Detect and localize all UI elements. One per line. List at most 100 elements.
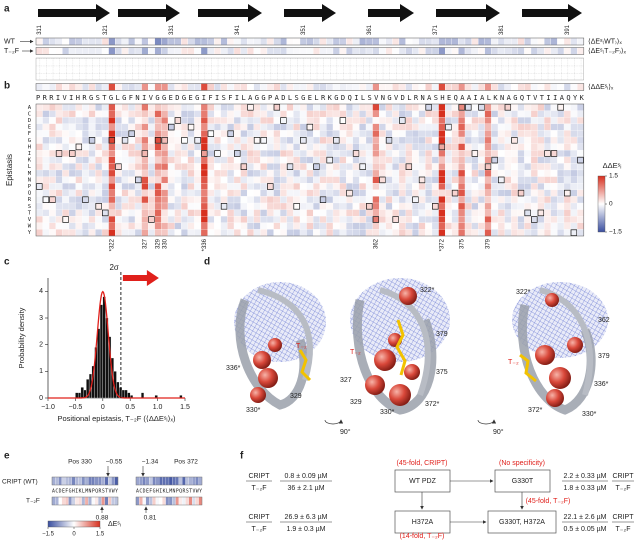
heatmap-cell	[115, 143, 122, 151]
heatmap-cell	[167, 169, 175, 177]
heatmap-cell	[266, 110, 274, 118]
heatmap-cell	[550, 143, 558, 151]
heatmap-cell	[306, 209, 314, 217]
heatmap-cell	[451, 123, 459, 131]
amino-acid-label: R	[28, 197, 32, 203]
strip-cell	[200, 47, 208, 55]
heatmap-cell	[478, 169, 485, 177]
heatmap-cell	[359, 110, 367, 118]
heatmap-cell	[445, 189, 452, 197]
strip-cell	[61, 496, 66, 506]
heatmap-cell	[62, 136, 70, 144]
heatmap-cell	[398, 176, 406, 184]
heatmap-cell	[524, 183, 532, 190]
heatmap-cell	[372, 156, 380, 164]
heatmap-cell	[544, 183, 551, 190]
heatmap-cell	[398, 143, 406, 151]
heatmap-cell	[35, 136, 43, 144]
heatmap-cell	[313, 169, 320, 177]
strip-frame	[135, 496, 203, 506]
heatmap-cell	[365, 136, 373, 144]
heatmap-cell	[161, 216, 169, 223]
heatmap-cell	[570, 176, 578, 184]
sequence: PRRIVIHRGSTGLGFNIVGGEDGEGIFISFILAGGPADLS…	[36, 94, 585, 102]
heatmap-cell	[544, 189, 551, 197]
heatmap-cell	[82, 229, 89, 237]
heatmap-cell	[537, 123, 545, 131]
strip-cell	[198, 476, 203, 486]
heatmap-cell	[128, 209, 136, 217]
heatmap-cell	[511, 163, 518, 171]
heatmap-cell	[484, 150, 492, 157]
heatmap-cell	[42, 169, 50, 177]
heatmap-cell	[458, 150, 466, 157]
wild-type-box	[498, 176, 505, 184]
heatmap-cell	[385, 130, 393, 138]
strip-cell	[42, 37, 50, 46]
heatmap-cell	[471, 103, 479, 111]
heatmap-cell	[524, 229, 532, 237]
heatmap-cell	[266, 123, 274, 131]
heatmap-cell	[405, 143, 413, 151]
heatmap-cell	[286, 123, 294, 131]
heatmap-cell	[497, 229, 505, 237]
heatmap-cell	[398, 216, 406, 223]
heatmap-cell	[200, 150, 208, 157]
strip-cell	[188, 496, 193, 506]
heatmap-cell	[161, 189, 169, 197]
heatmap-cell	[497, 196, 505, 204]
heatmap-cell	[398, 209, 406, 217]
heatmap-cell	[174, 110, 182, 118]
heatmap-cell	[95, 103, 103, 111]
binding-labels: CRIPT T₋₂F CRIPT T₋₂F CRIPT T₋₂F CRIPT T…	[249, 460, 635, 540]
strip-cell	[550, 83, 558, 91]
heatmap-cell	[379, 216, 386, 223]
wild-type-box	[425, 104, 432, 111]
heatmap-cell	[306, 150, 314, 157]
strip-cell	[161, 37, 169, 46]
heatmap-cell	[141, 216, 149, 223]
colorbar-title: ΔEˢᵢ	[108, 521, 121, 528]
heatmap-cell	[563, 209, 571, 217]
heatmap-cell	[42, 136, 50, 144]
heatmap-cell	[55, 143, 63, 151]
heatmap-cell	[478, 216, 485, 223]
heatmap-cell	[266, 169, 274, 177]
heatmap-cell	[247, 123, 254, 131]
heatmap-cell	[55, 130, 63, 138]
strip-cell	[101, 47, 109, 55]
heatmap-cell	[563, 103, 571, 111]
residue-label: 375	[436, 369, 448, 376]
strip-cell	[557, 47, 565, 55]
heatmap-cell	[280, 202, 287, 210]
heatmap-cell	[464, 117, 472, 124]
heatmap-cell	[233, 183, 241, 190]
residue-label: 330*	[246, 407, 261, 414]
wild-type-box	[577, 156, 584, 164]
heatmap-cell	[557, 189, 565, 197]
wild-type-box	[491, 156, 498, 164]
strip-cell	[91, 476, 95, 486]
heatmap-cell	[577, 176, 584, 184]
heatmap-cell	[313, 123, 320, 131]
heatmap-cell	[385, 150, 393, 157]
heatmap-cell	[504, 189, 512, 197]
heatmap-cell	[418, 156, 426, 164]
ligand: T₋₂F	[616, 526, 631, 533]
heatmap-cell	[464, 103, 472, 111]
affinity: 36 ± 2.1 µM	[287, 485, 324, 492]
heatmap-cell	[352, 123, 360, 131]
heatmap-cell	[306, 130, 314, 138]
heatmap-cell	[570, 209, 578, 217]
heatmap-cell	[550, 130, 558, 138]
heatmap-cell	[478, 222, 485, 230]
heatmap-cell	[379, 222, 386, 230]
heatmap-cell	[497, 130, 505, 138]
strip-cell	[425, 37, 433, 46]
strip-cell	[114, 476, 119, 486]
heatmap-cell	[214, 130, 221, 138]
heatmap-cell	[148, 169, 155, 177]
heatmap-cell	[82, 150, 89, 157]
heatmap-cell	[332, 229, 340, 237]
heatmap-cell	[253, 196, 261, 204]
